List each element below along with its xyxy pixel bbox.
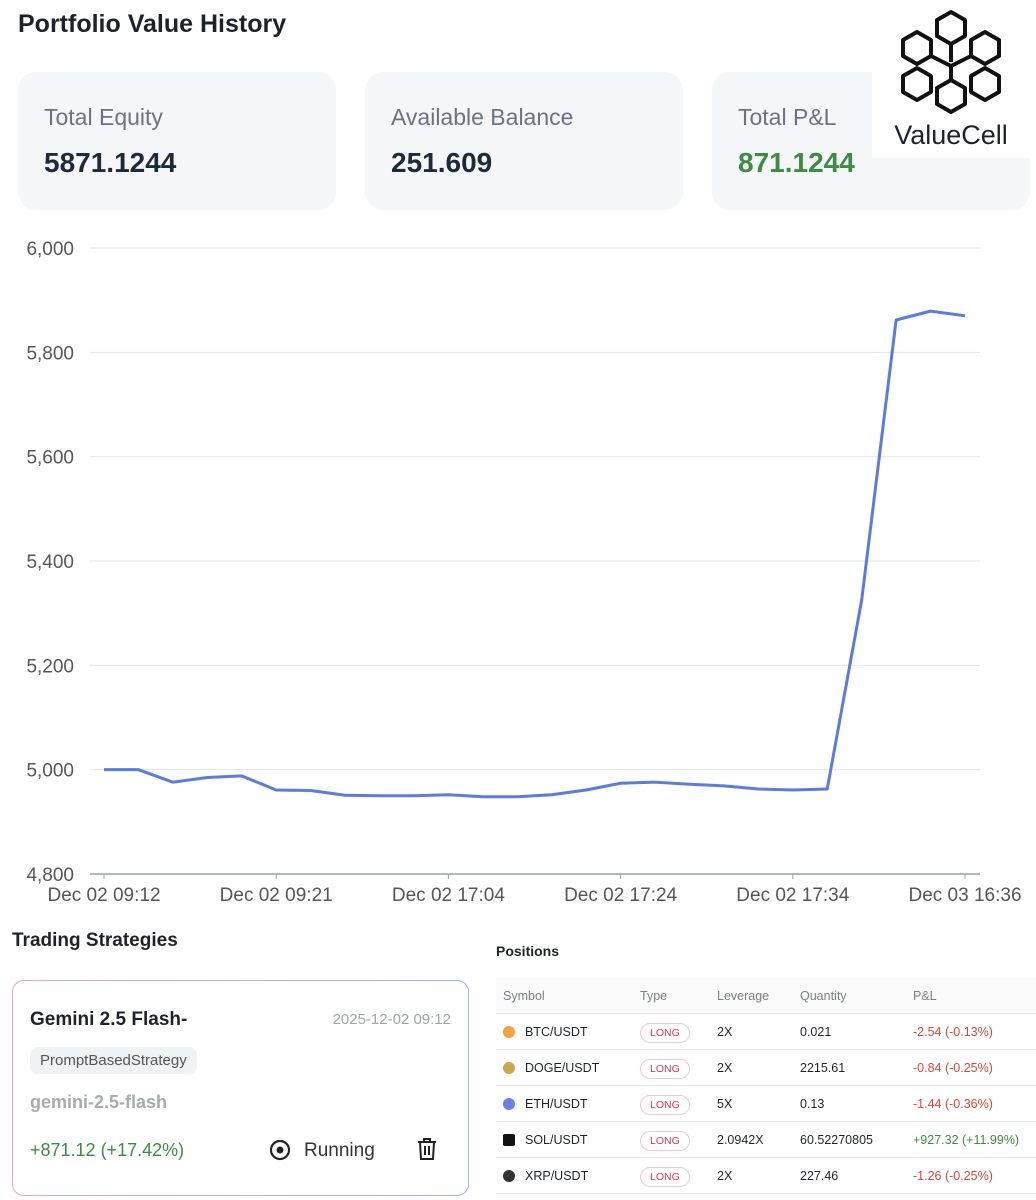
column-header: P&L: [913, 989, 937, 1003]
logo-icon: [901, 10, 1001, 114]
line-chart: 4,800 5,000 5,200 5,400 5,600 5,800 6,000 Dec 0…: [26, 239, 1021, 906]
symbol: XRP/USDT: [525, 1169, 589, 1183]
y-tick-label: 6,000: [26, 239, 74, 260]
card-value: 251.609: [391, 147, 493, 178]
logo: ValueCell: [872, 0, 1030, 158]
pnl: -1.26 (-0.25%): [913, 1169, 993, 1183]
table-row: BTC/USDT LONG 2X 0.021 -2.54 (-0.13%): [496, 1014, 1036, 1050]
y-tick-label: 5,400: [26, 552, 74, 573]
cell: 2X: [717, 1025, 733, 1039]
table-row: DOGE/USDT LONG 2X 2215.61 -0.84 (-0.25%): [496, 1050, 1036, 1086]
column-header: Symbol: [503, 989, 545, 1003]
coin-icon: [503, 1170, 515, 1182]
pnl: -0.84 (-0.25%): [913, 1061, 993, 1075]
type-badge: LONG: [640, 1095, 690, 1115]
card-value: 5871.1244: [44, 147, 177, 178]
x-tick-label: Dec 02 09:21: [220, 885, 333, 906]
strategy-name: Gemini 2.5 Flash-: [30, 1009, 188, 1030]
coin-icon: [503, 1026, 515, 1038]
pnl: +927.32 (+11.99%): [913, 1133, 1020, 1147]
x-tick-label: Dec 02 17:24: [564, 885, 677, 906]
coin-icon: [503, 1098, 515, 1110]
page-title: Portfolio Value History: [18, 10, 287, 38]
card-label: Available Balance: [391, 104, 574, 130]
table-row: SOL/USDT LONG 2.0942X 60.52270805 +927.32 (+…: [496, 1122, 1036, 1158]
symbol: BTC/USDT: [525, 1025, 588, 1039]
strategy-card[interactable]: Gemini 2.5 Flash- 2025-12-02 09:12 Promp…: [12, 980, 469, 1196]
column-header: Type: [640, 989, 668, 1003]
x-tick-label: Dec 03 16:36: [908, 885, 1021, 906]
y-tick-label: 5,800: [26, 343, 74, 364]
x-tick-label: Dec 02 17:34: [736, 885, 849, 906]
strategy-model: gemini-2.5-flash: [30, 1092, 168, 1112]
x-tick-label: Dec 02 09:12: [47, 885, 160, 906]
y-tick-label: 5,600: [26, 448, 74, 469]
delete-button[interactable]: [416, 1137, 438, 1161]
pnl: -2.54 (-0.13%): [913, 1025, 993, 1039]
strategy-pnl: +871.12 (+17.42%): [30, 1140, 185, 1160]
running-icon: [269, 1139, 291, 1161]
y-tick-label: 5,200: [26, 656, 74, 677]
y-tick-label: 4,800: [26, 865, 74, 886]
series-line: [104, 309, 966, 799]
type-badge: LONG: [640, 1131, 690, 1151]
card-label: Total P&L: [738, 104, 837, 130]
card-value: 871.1244: [738, 147, 855, 178]
coin-icon: [503, 1062, 515, 1074]
cell: 2X: [717, 1061, 733, 1075]
balance-card: Available Balance 251.609: [365, 72, 683, 210]
type-badge: LONG: [640, 1167, 690, 1187]
logo-text: ValueCell: [894, 120, 1008, 150]
cell: 2.0942X: [717, 1133, 764, 1147]
strategy-tag: PromptBasedStrategy: [30, 1047, 197, 1074]
table-row: ETH/USDT LONG 5X 0.13 -1.44 (-0.36%): [496, 1086, 1036, 1122]
cell: 5X: [717, 1097, 733, 1111]
card-label: Total Equity: [44, 104, 163, 130]
pnl: -1.44 (-0.36%): [913, 1097, 993, 1111]
table-row: XRP/USDT LONG 2X 227.46 -1.26 (-0.25%): [496, 1158, 1036, 1194]
symbol: DOGE/USDT: [525, 1061, 600, 1075]
cell: 0.021: [800, 1025, 832, 1039]
cell: 60.52270805: [800, 1133, 873, 1147]
equity-card: Total Equity 5871.1244: [18, 72, 336, 210]
symbol: ETH/USDT: [525, 1097, 588, 1111]
table-header: Symbol Type Leverage Quantity P&L: [496, 978, 1036, 1014]
strategy-status: Running: [304, 1140, 375, 1161]
coin-icon: [503, 1134, 515, 1146]
column-header: Quantity: [800, 989, 847, 1003]
symbol: SOL/USDT: [525, 1133, 588, 1147]
x-tick-label: Dec 02 17:04: [392, 885, 505, 906]
cell: 2X: [717, 1169, 733, 1183]
section-title: Positions: [496, 943, 560, 959]
cell: 2215.61: [800, 1061, 846, 1075]
column-header: Leverage: [717, 989, 770, 1003]
y-tick-label: 5,000: [26, 761, 74, 782]
cell: 0.13: [800, 1097, 825, 1111]
positions-table: Symbol Type Leverage Quantity P&L BTC/USDT LON…: [496, 978, 1036, 1194]
type-badge: LONG: [640, 1059, 690, 1079]
cell: 227.46: [800, 1169, 839, 1183]
type-badge: LONG: [640, 1023, 690, 1043]
strategy-date: 2025-12-02 09:12: [332, 1011, 451, 1028]
section-title: Trading Strategies: [12, 930, 178, 951]
